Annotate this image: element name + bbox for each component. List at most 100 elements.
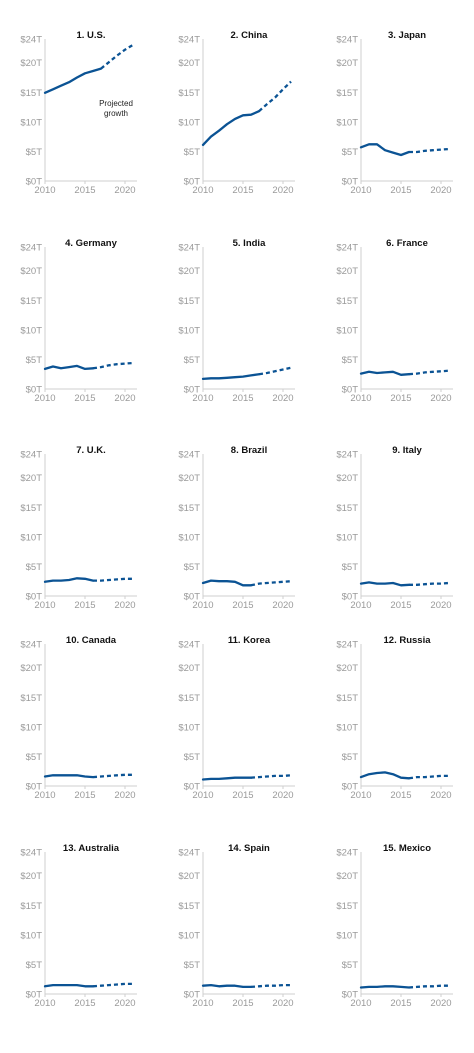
y-tick-label: $5T: [342, 562, 359, 573]
y-tick-label: $20T: [20, 871, 42, 882]
y-tick-label: $0T: [342, 990, 359, 1001]
y-tick-label: $20T: [178, 871, 200, 882]
y-tick-label: $5T: [342, 355, 359, 366]
y-tick-label: $5T: [342, 752, 359, 763]
y-tick-label: $10T: [20, 722, 42, 733]
chart-title: 14. Spain: [228, 843, 270, 854]
y-tick-label: $20T: [336, 473, 358, 484]
annotation-text: Projected: [99, 99, 133, 108]
y-tick-label: $20T: [178, 663, 200, 674]
projected-series-line: [92, 773, 133, 779]
y-tick-label: $10T: [20, 325, 42, 336]
chart-title: 2. China: [231, 30, 269, 41]
y-tick-label: $24T: [178, 450, 200, 461]
y-tick-label: $15T: [20, 296, 42, 307]
y-tick-label: $20T: [20, 473, 42, 484]
x-tick-label: 2015: [232, 185, 253, 196]
chart-title: 1. U.S.: [76, 30, 105, 41]
actual-series-line: [43, 67, 103, 94]
y-tick-label: $0T: [342, 385, 359, 396]
chart-panel: 2. China $0T $5T $10T $15T $20T $24T 2010 2015 20…: [158, 28, 316, 228]
chart-title: 6. France: [386, 238, 428, 249]
y-tick-label: $15T: [20, 503, 42, 514]
y-tick-label: $5T: [26, 147, 43, 158]
y-tick-label: $24T: [178, 35, 200, 46]
chart-panel: 3. Japan $0T $5T $10T $15T $20T $24T 2010 2015 20…: [316, 28, 474, 228]
chart-panel: 6. France $0T $5T $10T $15T $20T $24T 2010 2015 2…: [316, 236, 474, 436]
x-tick-label: 2015: [232, 393, 253, 404]
chart-title: 4. Germany: [65, 238, 117, 249]
y-tick-label: $10T: [20, 117, 42, 128]
x-tick-label: 2010: [350, 393, 371, 404]
x-tick-label: 2015: [74, 185, 95, 196]
y-tick-label: $5T: [26, 355, 43, 366]
chart-panel: 8. Brazil $0T $5T $10T $15T $20T $24T 2010 2015 2…: [158, 443, 316, 643]
chart-panel: 13. Australia $0T $5T $10T $15T $20T $24T 2010 2…: [0, 841, 158, 1041]
chart-title: 9. Italy: [392, 445, 422, 456]
chart-svg: 6. France $0T $5T $10T $15T $20T $24T 2010 2015 2…: [336, 238, 453, 404]
chart-panel: 10. Canada $0T $5T $10T $15T $20T $24T 2010 2015…: [0, 633, 158, 833]
projected-series-line: [250, 580, 292, 587]
y-tick-label: $20T: [20, 58, 42, 69]
y-tick-label: $20T: [336, 663, 358, 674]
y-tick-label: $24T: [336, 640, 358, 651]
chart-svg: 9. Italy $0T $5T $10T $15T $20T $24T 2010 2015 20…: [336, 445, 453, 611]
x-tick-label: 2015: [232, 600, 253, 611]
projected-series-line: [92, 361, 134, 370]
actual-series-line: [201, 373, 261, 381]
chart-panel: 7. U.K. $0T $5T $10T $15T $20T $24T 2010 2015 202…: [0, 443, 158, 643]
actual-series-line: [43, 364, 95, 371]
actual-series-line: [43, 774, 95, 779]
projected-series-line: [258, 366, 292, 376]
y-tick-label: $20T: [336, 266, 358, 277]
y-tick-label: $20T: [178, 266, 200, 277]
actual-series-line: [201, 579, 253, 587]
x-tick-label: 2020: [430, 790, 451, 801]
y-tick-label: $24T: [20, 243, 42, 254]
y-tick-label: $20T: [20, 266, 42, 277]
actual-series-line: [43, 577, 95, 583]
y-tick-label: $24T: [336, 35, 358, 46]
chart-panel: 4. Germany $0T $5T $10T $15T $20T $24T 2010 2015…: [0, 236, 158, 436]
y-tick-label: $10T: [336, 532, 358, 543]
x-tick-label: 2015: [74, 998, 95, 1009]
chart-svg: 5. India $0T $5T $10T $15T $20T $24T 2010 2015 20…: [178, 238, 295, 404]
y-tick-label: $10T: [336, 722, 358, 733]
y-tick-label: $15T: [20, 693, 42, 704]
x-tick-label: 2010: [34, 998, 55, 1009]
chart-title: 11. Korea: [228, 635, 271, 646]
y-tick-label: $24T: [336, 450, 358, 461]
projected-series-line: [409, 147, 450, 154]
y-tick-label: $24T: [336, 848, 358, 859]
x-tick-label: 2010: [34, 185, 55, 196]
y-tick-label: $10T: [336, 325, 358, 336]
chart-panel: 5. India $0T $5T $10T $15T $20T $24T 2010 2015 20…: [158, 236, 316, 436]
x-tick-label: 2020: [114, 600, 135, 611]
y-tick-label: $0T: [26, 782, 43, 793]
y-tick-label: $5T: [26, 960, 43, 971]
y-tick-label: $15T: [336, 296, 358, 307]
y-tick-label: $5T: [184, 562, 201, 573]
y-tick-label: $15T: [336, 503, 358, 514]
x-tick-label: 2020: [114, 998, 135, 1009]
x-tick-label: 2015: [74, 600, 95, 611]
chart-panel: 14. Spain $0T $5T $10T $15T $20T $24T 2010 2015 2…: [158, 841, 316, 1041]
y-tick-label: $10T: [20, 930, 42, 941]
x-tick-label: 2015: [74, 393, 95, 404]
chart-svg: 15. Mexico $0T $5T $10T $15T $20T $24T 2010 2015…: [336, 843, 453, 1009]
y-tick-label: $24T: [20, 640, 42, 651]
y-tick-label: $0T: [26, 592, 43, 603]
y-tick-label: $0T: [184, 990, 201, 1001]
x-tick-label: 2020: [430, 393, 451, 404]
x-tick-label: 2015: [390, 393, 411, 404]
y-tick-label: $10T: [178, 117, 200, 128]
x-tick-label: 2010: [350, 998, 371, 1009]
y-tick-label: $5T: [184, 355, 201, 366]
y-tick-label: $20T: [178, 473, 200, 484]
y-tick-label: $15T: [20, 901, 42, 912]
projected-series-line: [250, 774, 292, 779]
projected-series-line: [258, 80, 292, 113]
x-tick-label: 2020: [430, 185, 451, 196]
chart-svg: 4. Germany $0T $5T $10T $15T $20T $24T 2010 2015…: [20, 238, 137, 404]
projected-series-line: [408, 984, 449, 989]
